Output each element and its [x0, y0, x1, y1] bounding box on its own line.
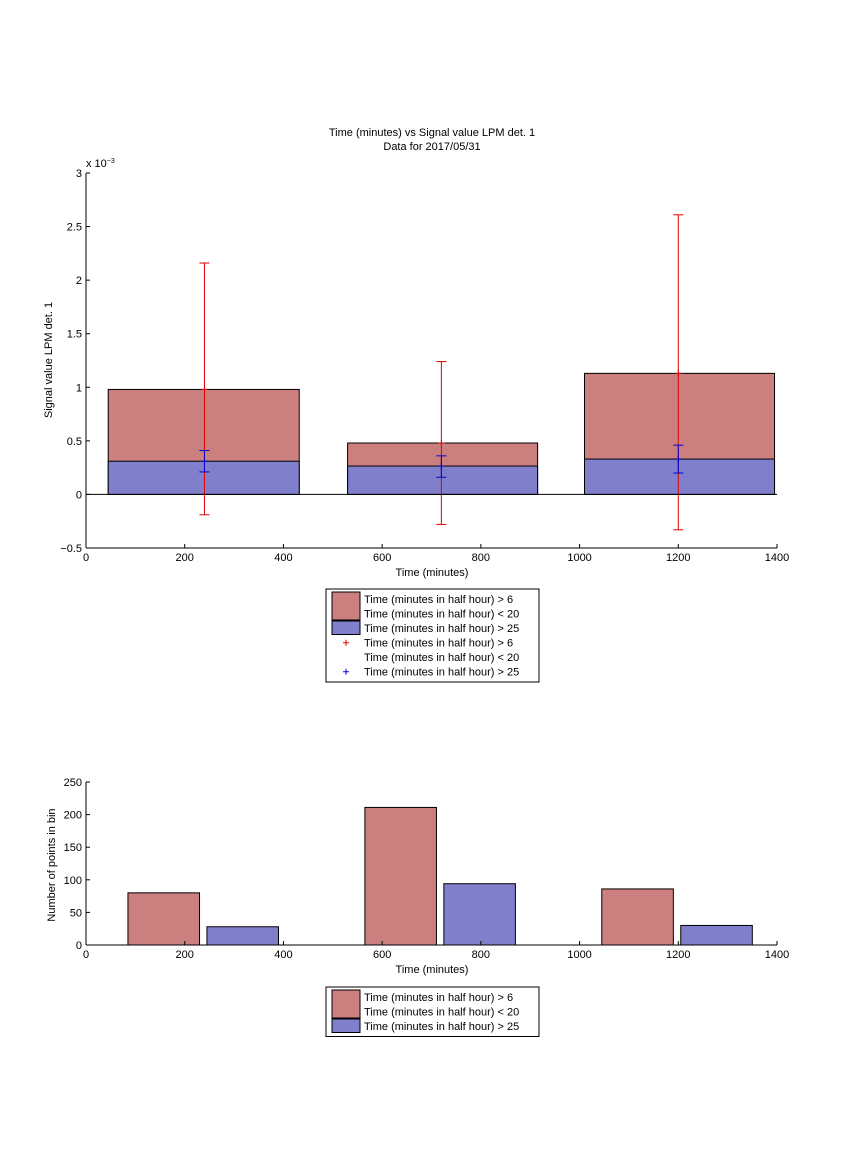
y-tick-label: 0.5 [67, 436, 82, 448]
signal-chart: Time (minutes) vs Signal value LPM det. … [43, 127, 789, 683]
legend-label: Time (minutes in half hour) > 6 [364, 992, 513, 1004]
count-chart: 0 200 400 600 800 1000 1200 1400 0 50 100 150 200 250… [46, 777, 789, 1037]
legend-label: Time (minutes in half hour) > 25 [364, 667, 519, 679]
y-tick-label: 150 [64, 842, 82, 854]
bar [347, 465, 539, 495]
y-axis-label: Signal value LPM det. 1 [43, 302, 55, 418]
y-tick-label: 100 [64, 875, 82, 887]
y-tick-label: 1 [76, 382, 82, 394]
legend-swatch [331, 591, 361, 621]
x-tick-label: 0 [83, 949, 89, 961]
legend-label: Time (minutes in half hour) > 6 [364, 594, 513, 606]
x-tick-label: 1000 [567, 552, 591, 564]
x-tick-label: 200 [176, 552, 194, 564]
x-axis-label: Time (minutes) [396, 567, 469, 579]
x-tick-label: 600 [373, 949, 391, 961]
legend-label: Time (minutes in half hour) > 6 [364, 638, 513, 650]
bar [364, 806, 437, 946]
bar [206, 926, 279, 946]
x-tick-label: 800 [472, 552, 490, 564]
legend-label: Time (minutes in half hour) > 25 [364, 623, 519, 635]
y-exponent-label: x 10−3 [86, 158, 115, 170]
x-tick-label: 800 [472, 949, 490, 961]
chart-title: Time (minutes) vs Signal value LPM det. … [329, 127, 535, 139]
x-axis-label: Time (minutes) [396, 964, 469, 976]
y-tick-label: 0 [76, 940, 82, 952]
x-tick-label: 200 [176, 949, 194, 961]
x-tick-label: 600 [373, 552, 391, 564]
bar [584, 458, 776, 495]
y-tick-label: −0.5 [60, 543, 82, 555]
bar [127, 892, 201, 946]
y-tick-label: 2.5 [67, 222, 82, 234]
x-tick-label: 1200 [666, 949, 690, 961]
chart-subtitle: Data for 2017/05/31 [383, 141, 480, 153]
bar [107, 460, 300, 495]
y-tick-label: 3 [76, 168, 82, 180]
x-tick-label: 400 [274, 949, 292, 961]
x-tick-label: 400 [274, 552, 292, 564]
bar [680, 924, 753, 946]
bar [443, 883, 516, 946]
legend-label: Time (minutes in half hour) > 25 [364, 1021, 519, 1033]
x-tick-label: 1200 [666, 552, 690, 564]
legend-label: Time (minutes in half hour) < 20 [364, 1007, 519, 1019]
y-tick-label: 200 [64, 810, 82, 822]
legend-box [325, 588, 540, 683]
y-tick-label: 1.5 [67, 329, 82, 341]
x-tick-label: 1400 [765, 552, 789, 564]
legend-label: Time (minutes in half hour) < 20 [364, 652, 519, 664]
y-axis-label: Number of points in bin [46, 808, 58, 921]
y-tick-label: 2 [76, 275, 82, 287]
legend-swatch [331, 1018, 361, 1033]
y-tick-label: 50 [70, 907, 82, 919]
legend: Time (minutes in half hour) > 6 Time (min… [325, 588, 540, 683]
x-tick-label: 0 [83, 552, 89, 564]
x-tick-label: 1400 [765, 949, 789, 961]
y-tick-label: 250 [64, 777, 82, 789]
x-tick-label: 1000 [567, 949, 591, 961]
legend: Time (minutes in half hour) > 6 Time (min… [325, 986, 540, 1037]
legend-swatch [331, 620, 361, 635]
bar [601, 888, 674, 946]
legend-swatch [331, 989, 361, 1019]
legend-label: Time (minutes in half hour) < 20 [364, 609, 519, 621]
y-tick-label: 0 [76, 489, 82, 501]
legend-box [325, 986, 540, 1037]
